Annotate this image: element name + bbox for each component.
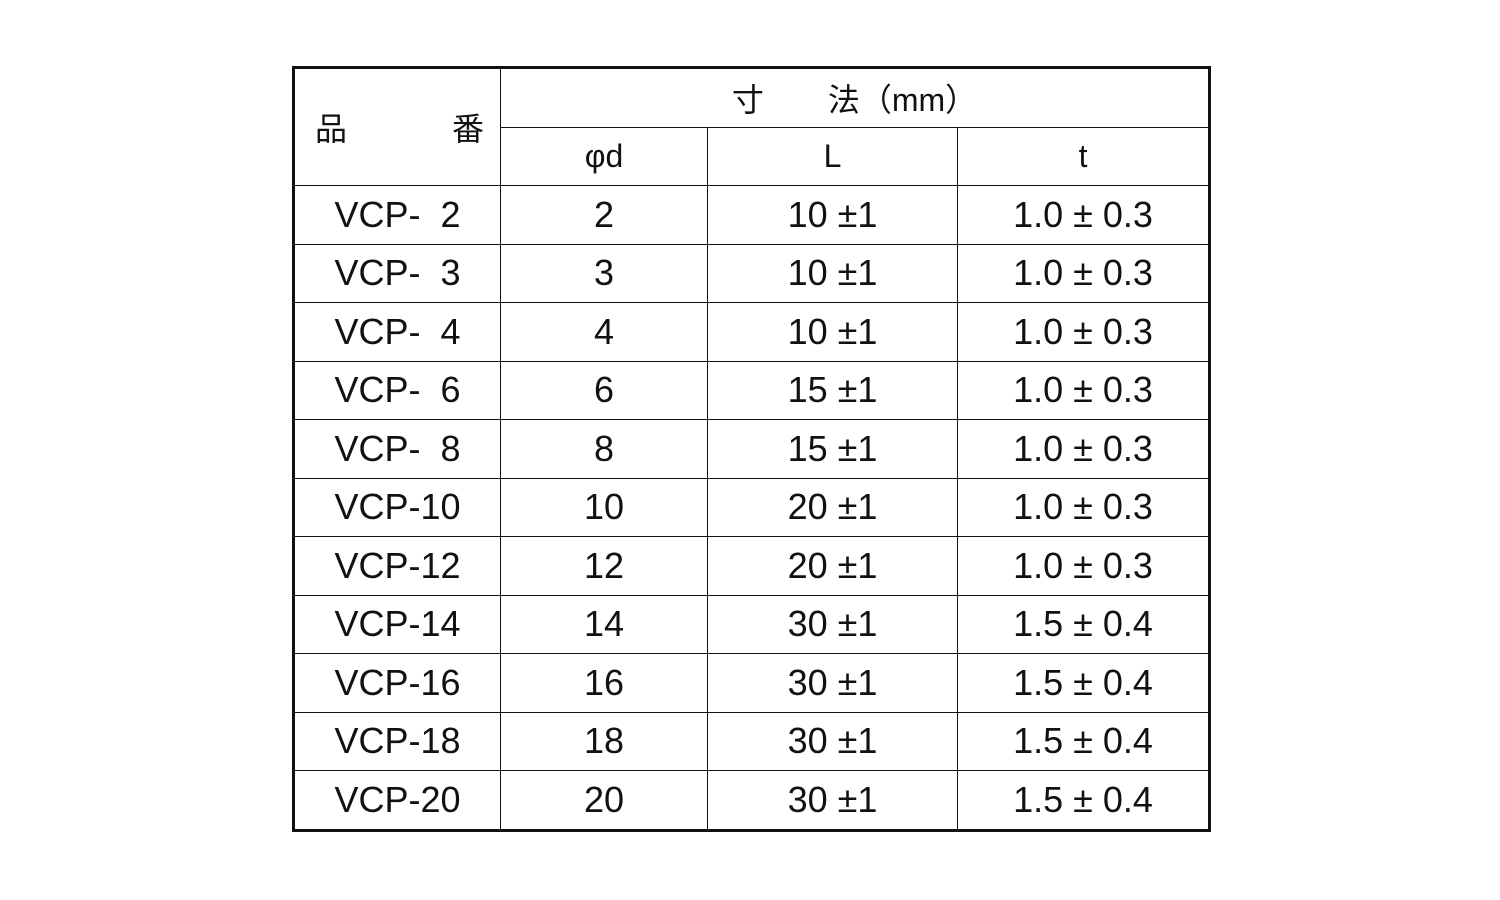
- table-cell: 1.0 ± 0.3: [956, 419, 1211, 479]
- table-cell: VCP- 8: [293, 419, 501, 479]
- header-row: 品 番 寸 法（mm）: [293, 67, 1211, 186]
- table-cell: VCP-12: [293, 536, 501, 596]
- table-row: VCP- 6 6 15 ±1 1.0 ± 0.3: [293, 360, 1211, 420]
- table-cell: 10 ±1: [707, 302, 958, 362]
- table-row: VCP-16 16 30 ±1 1.5 ± 0.4: [293, 653, 1211, 713]
- table-cell: 6: [500, 360, 708, 420]
- table-cell: 15 ±1: [707, 419, 958, 479]
- table-cell: 30 ±1: [707, 653, 958, 713]
- table-row: VCP- 4 4 10 ±1 1.0 ± 0.3: [293, 302, 1211, 362]
- table-cell: VCP-18: [293, 711, 501, 771]
- table-cell: VCP-14: [293, 594, 501, 654]
- table-row: VCP- 8 8 15 ±1 1.0 ± 0.3: [293, 419, 1211, 479]
- table-cell: 20: [500, 770, 708, 831]
- table-cell: VCP- 6: [293, 360, 501, 420]
- table-row: VCP-18 18 30 ±1 1.5 ± 0.4: [293, 711, 1211, 771]
- table-cell: 10 ±1: [707, 185, 958, 245]
- table-row: VCP- 2 2 10 ±1 1.0 ± 0.3: [293, 185, 1211, 245]
- table-cell: 20 ±1: [707, 536, 958, 596]
- table-cell: VCP- 4: [293, 302, 501, 362]
- table-cell: VCP- 2: [293, 185, 501, 245]
- table-cell: 1.0 ± 0.3: [956, 477, 1211, 537]
- table-cell: 1.0 ± 0.3: [956, 360, 1211, 420]
- table-row: VCP-10 10 20 ±1 1.0 ± 0.3: [293, 477, 1211, 537]
- table-cell: 1.0 ± 0.3: [956, 536, 1211, 596]
- table-cell: 1.5 ± 0.4: [956, 770, 1211, 831]
- table-row: VCP-12 12 20 ±1 1.0 ± 0.3: [293, 536, 1211, 596]
- table-header: 品 番 寸 法（mm） φd L t: [293, 67, 1211, 186]
- table-cell: 1.0 ± 0.3: [956, 185, 1211, 245]
- table-row: VCP-14 14 30 ±1 1.5 ± 0.4: [293, 594, 1211, 654]
- table-row: VCP-20 20 30 ±1 1.5 ± 0.4: [293, 770, 1211, 831]
- spec-table: 品 番 寸 法（mm） φd L t VCP- 2 2 10 ±1 1.0 ± 0.3…: [292, 66, 1212, 832]
- table-cell: 8: [500, 419, 708, 479]
- table-cell: 16: [500, 653, 708, 713]
- table-cell: 1.5 ± 0.4: [956, 653, 1211, 713]
- table-cell: 1.5 ± 0.4: [956, 711, 1211, 771]
- header-row: φd L t: [294, 126, 1211, 186]
- table-cell: 1.0 ± 0.3: [956, 302, 1211, 362]
- table-cell: VCP-16: [293, 653, 501, 713]
- table-cell: 2: [500, 185, 708, 245]
- table-cell: VCP- 3: [293, 243, 501, 303]
- table-cell: 1.0 ± 0.3: [956, 243, 1211, 303]
- table-cell: 1.5 ± 0.4: [956, 594, 1211, 654]
- table-cell: 20 ±1: [707, 477, 958, 537]
- table-cell: VCP-10: [293, 477, 501, 537]
- table-cell: 30 ±1: [707, 711, 958, 771]
- table-cell: VCP-20: [293, 770, 501, 831]
- table-cell: 18: [500, 711, 708, 771]
- table-cell: 30 ±1: [707, 770, 958, 831]
- table-row: VCP- 3 3 10 ±1 1.0 ± 0.3: [293, 243, 1211, 303]
- table-cell: 4: [500, 302, 708, 362]
- header-cell: φd: [500, 126, 708, 186]
- header-cell: 品 番: [293, 67, 501, 186]
- table-cell: 14: [500, 594, 708, 654]
- header-cell: 寸 法（mm）: [499, 67, 1211, 128]
- header-cell: t: [956, 126, 1211, 186]
- table-cell: 3: [500, 243, 708, 303]
- table-cell: 10: [500, 477, 708, 537]
- table-cell: 15 ±1: [707, 360, 958, 420]
- table-body: VCP- 2 2 10 ±1 1.0 ± 0.3 VCP- 3 3 10 ±1 1.0 ± 0…: [293, 185, 1211, 831]
- table-cell: 12: [500, 536, 708, 596]
- header-cell: L: [707, 126, 958, 186]
- table-cell: 30 ±1: [707, 594, 958, 654]
- table-cell: 10 ±1: [707, 243, 958, 303]
